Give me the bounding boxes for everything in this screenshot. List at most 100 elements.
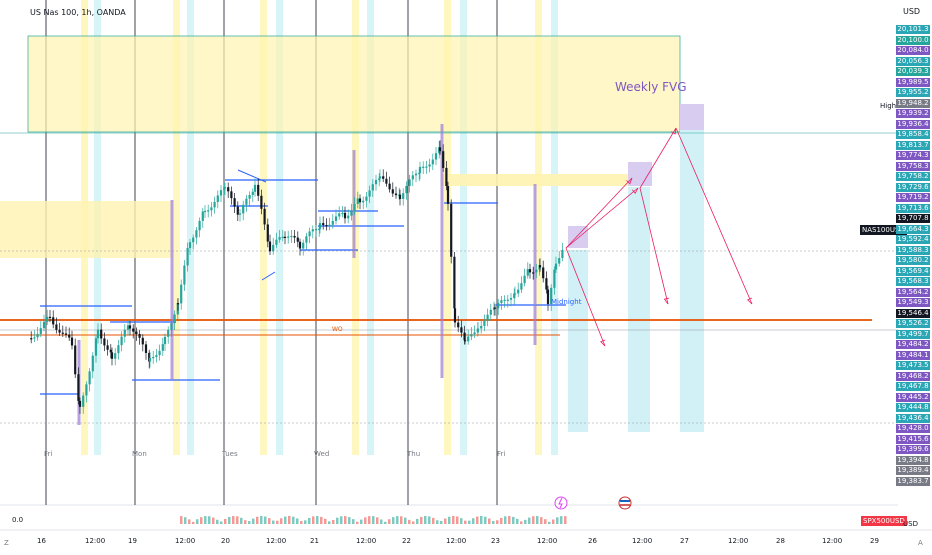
- volume-bar: [208, 516, 211, 524]
- candle-body: [532, 272, 535, 274]
- candle-body: [350, 210, 353, 216]
- candle-body: [503, 299, 506, 301]
- volume-bar: [508, 516, 511, 524]
- candle-body: [398, 194, 402, 199]
- volume-bar: [564, 516, 567, 524]
- time-axis-label: 26: [588, 537, 597, 545]
- price-axis-label: 19,813.7: [896, 140, 930, 150]
- symbol-tag: NAS100USD: [860, 225, 907, 235]
- candle-body: [227, 187, 230, 192]
- candle-body: [39, 328, 42, 334]
- candle-body: [347, 215, 350, 219]
- candle-body: [195, 230, 198, 238]
- candle-body: [272, 244, 275, 252]
- candle-body: [298, 241, 302, 249]
- volume-bar: [400, 516, 403, 524]
- candle-body: [558, 258, 561, 264]
- candle-body: [523, 275, 526, 284]
- candle-body: [233, 198, 236, 207]
- volume-bar: [472, 518, 475, 524]
- candle-body: [42, 321, 46, 329]
- price-axis-label: 20,084.0: [896, 46, 930, 55]
- volume-bar: [544, 519, 547, 524]
- candle-body: [82, 395, 85, 407]
- candle-body: [394, 193, 398, 196]
- volume-bar: [556, 517, 559, 524]
- candle-body: [283, 236, 287, 239]
- session-band: [367, 0, 374, 455]
- price-axis-label: 19,444.8: [896, 403, 930, 412]
- candle-body: [183, 265, 186, 285]
- projection-arrow: [675, 127, 753, 305]
- candle-body: [467, 336, 470, 342]
- price-axis-label: 19,758.3: [896, 161, 930, 171]
- time-axis-label: 12:00: [175, 537, 196, 545]
- candle-body: [109, 349, 112, 353]
- candle-body: [230, 191, 233, 199]
- target-box-3: [680, 104, 704, 130]
- fvg-zone-left: [0, 201, 172, 258]
- volume-bar: [464, 520, 467, 524]
- candle-body: [338, 213, 341, 217]
- candle-body: [36, 333, 39, 338]
- price-axis-label: 19,713.6: [896, 203, 930, 213]
- candle-body: [378, 178, 381, 181]
- candle-body: [33, 337, 36, 339]
- candle-body: [414, 173, 418, 176]
- price-axis-label: 19,467.8: [896, 382, 930, 391]
- volume-bar: [308, 517, 311, 524]
- candle-body: [526, 269, 529, 276]
- candle-body: [480, 325, 483, 329]
- session-band: [460, 0, 467, 455]
- candle-body: [334, 216, 338, 221]
- candle-body: [371, 184, 374, 191]
- candle-body: [362, 200, 365, 203]
- price-axis-label: 19,445.2: [896, 392, 930, 402]
- candle-body: [550, 287, 553, 304]
- candle-body: [500, 300, 503, 303]
- price-axis-label: 19,399.6: [896, 445, 930, 454]
- candle-body: [68, 334, 71, 338]
- time-axis-label: 21: [310, 537, 319, 545]
- volume-bar: [220, 521, 223, 524]
- volume-bar: [380, 519, 383, 524]
- volume-bar: [488, 518, 491, 524]
- candle-body: [96, 329, 100, 339]
- candle-body: [513, 293, 517, 295]
- volume-bar: [260, 516, 263, 524]
- candle-body: [296, 237, 299, 242]
- projection-arrowhead: [670, 127, 677, 135]
- auto-scale-toggle[interactable]: A: [918, 539, 923, 547]
- price-axis-label: 19,415.6: [896, 434, 930, 444]
- projection-arrowhead: [626, 177, 633, 185]
- candle-body: [365, 196, 368, 201]
- candle-body: [103, 338, 106, 346]
- candle-body: [382, 176, 385, 179]
- candle-body: [30, 338, 33, 340]
- sweep-line: [261, 271, 276, 281]
- day-label-tues: Tues: [222, 450, 238, 458]
- candle-body: [155, 355, 158, 357]
- lightning-event-glyph: [558, 497, 563, 509]
- volume-bar: [316, 516, 319, 524]
- zoom-toggle[interactable]: Z: [4, 539, 9, 547]
- candle-body: [520, 283, 523, 290]
- candle-body: [242, 204, 245, 214]
- candle-body: [513, 293, 516, 298]
- candle-body: [431, 159, 434, 165]
- volume-bar: [368, 516, 371, 524]
- candle-body: [561, 249, 564, 259]
- candle-body: [161, 344, 164, 351]
- time-axis-label: 23: [491, 537, 500, 545]
- volume-currency[interactable]: USD: [903, 520, 918, 528]
- projection-arrowhead: [746, 297, 753, 305]
- volume-bar: [192, 521, 195, 524]
- volume-bar: [360, 519, 363, 524]
- currency-label[interactable]: USD: [903, 7, 921, 16]
- volume-bar: [240, 517, 243, 524]
- volume-bar: [468, 520, 471, 524]
- chart-title: US Nas 100, 1h, OANDA: [30, 8, 126, 17]
- session-marker: [440, 124, 444, 378]
